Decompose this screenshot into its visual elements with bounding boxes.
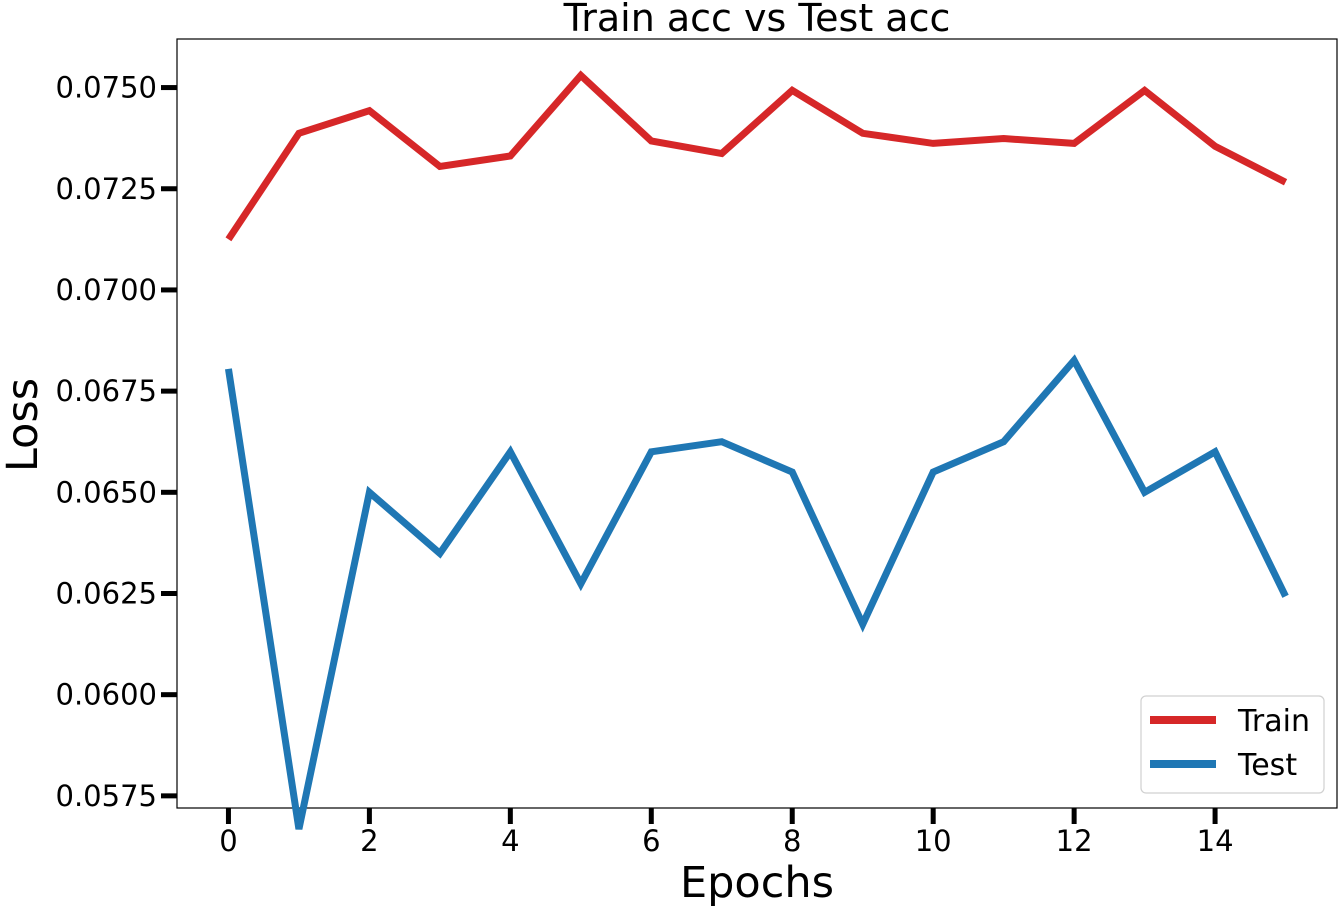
y-tick-label: 0.0725	[56, 172, 157, 206]
plot-frame	[176, 38, 1338, 809]
x-tick-label: 10	[915, 824, 952, 858]
x-tick-label: 12	[1056, 824, 1093, 858]
legend-test-label: Test	[1237, 748, 1297, 783]
series-line-train	[225, 70, 1288, 242]
x-tick-label: 6	[642, 824, 660, 858]
y-axis-title: Loss	[0, 378, 48, 472]
x-axis-ticks: 0 2 4 6 8 10 12 14	[219, 808, 1234, 858]
series-line-test	[224, 354, 1289, 830]
y-tick-label: 0.0650	[56, 475, 157, 509]
y-tick-label: 0.0575	[56, 779, 157, 813]
x-tick-label: 0	[219, 824, 237, 858]
legend-train-label: Train	[1237, 704, 1310, 739]
y-tick-label: 0.0750	[56, 71, 157, 105]
y-tick-label: 0.0600	[56, 678, 157, 712]
y-tick-label: 0.0625	[56, 576, 157, 610]
y-tick-label: 0.0675	[56, 374, 157, 408]
chart-title: Train acc vs Test acc	[563, 0, 951, 40]
x-tick-label: 8	[783, 824, 801, 858]
series-lines	[224, 70, 1289, 830]
x-tick-label: 4	[501, 824, 519, 858]
legend: Train Test	[1140, 695, 1325, 794]
y-axis-ticks: 0.0575 0.0600 0.0625 0.0650 0.0675 0.0700 0.07…	[56, 71, 177, 813]
x-tick-label: 14	[1197, 824, 1234, 858]
x-axis-title: Epochs	[680, 858, 834, 906]
x-tick-label: 2	[360, 824, 378, 858]
y-tick-label: 0.0700	[56, 273, 157, 307]
